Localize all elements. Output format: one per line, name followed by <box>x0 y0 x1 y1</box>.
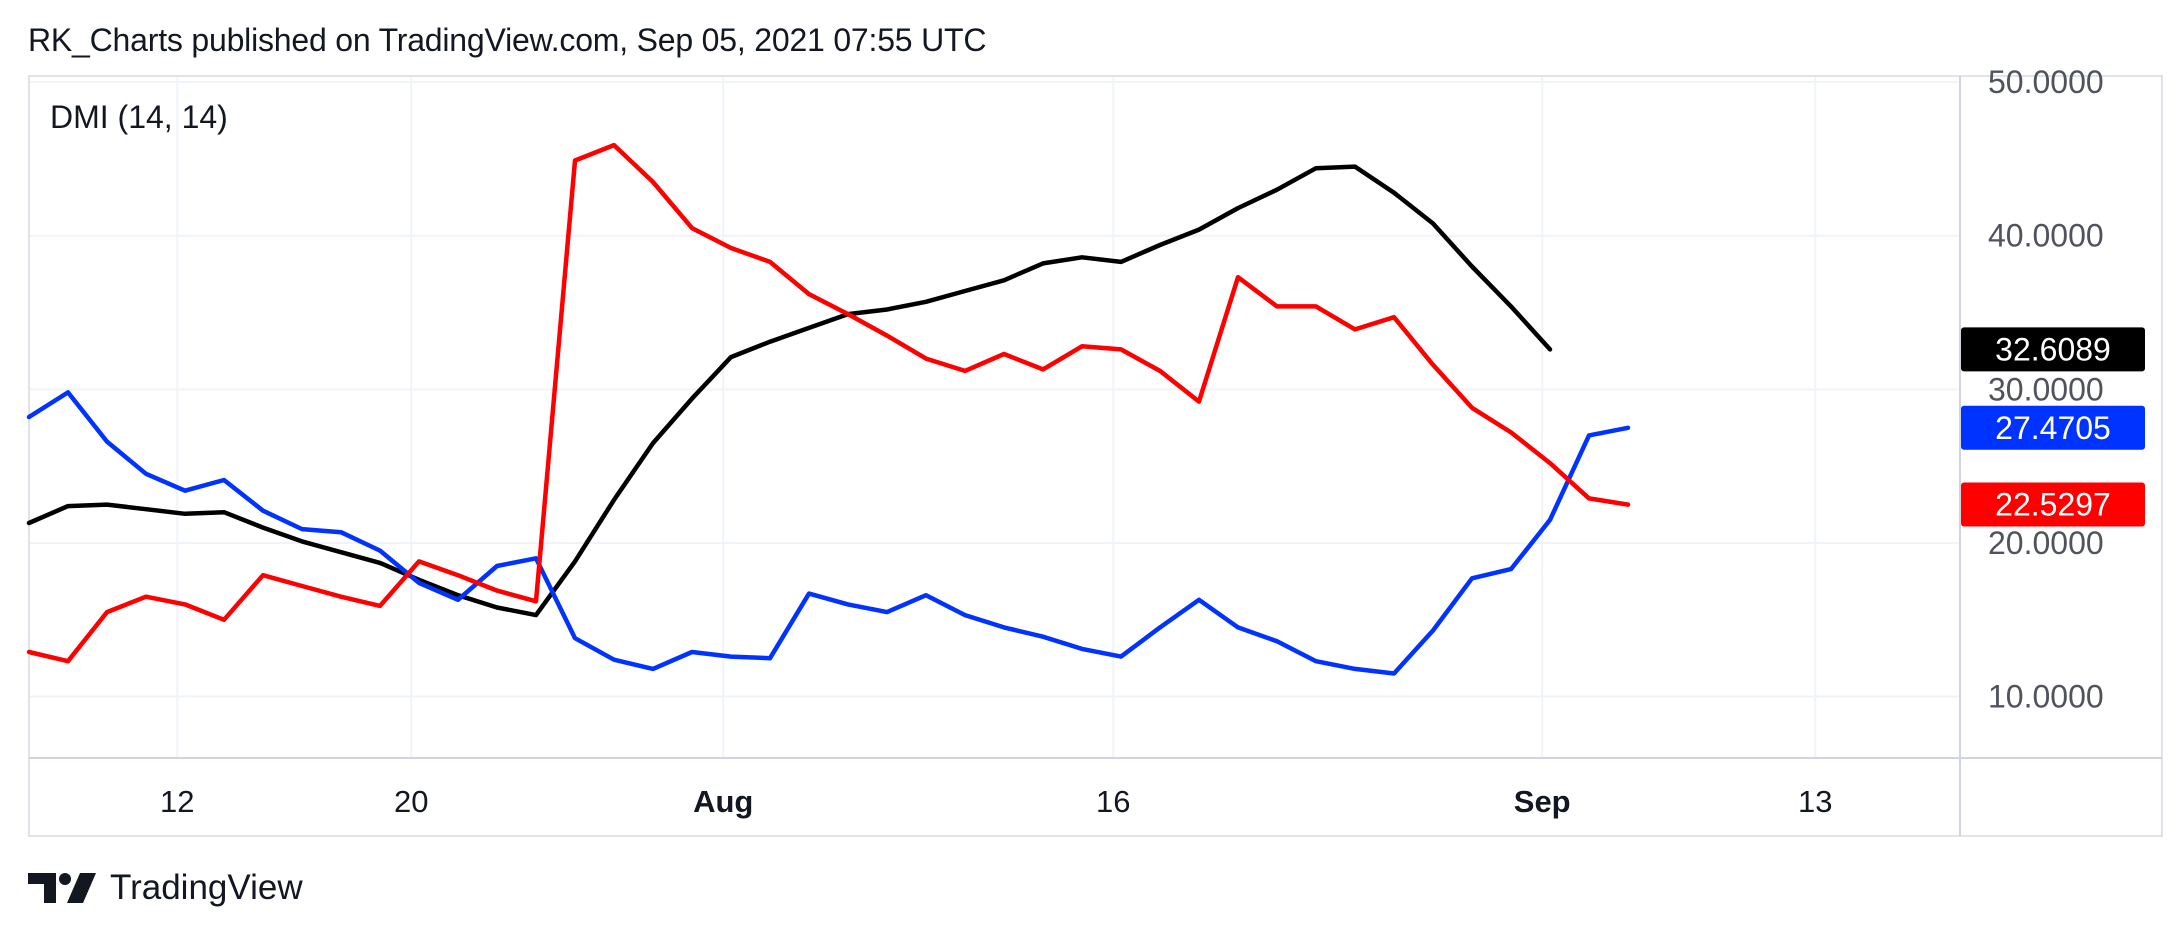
price-axis[interactable]: 10.0000 20.0000 30.0000 40.0000 50.0000 <box>1988 64 2104 714</box>
last-value-text--di: 27.4705 <box>1995 410 2111 446</box>
tradingview-brand: TradingView <box>110 868 303 907</box>
y-tick-label: 30.0000 <box>1988 371 2104 407</box>
series-line-adx <box>26 164 1553 618</box>
last-value-labels: 32.6089 27.4705 22.5297 <box>1961 327 2145 527</box>
y-tick-label: 50.0000 <box>1988 64 2104 100</box>
y-tick-label: 20.0000 <box>1988 525 2104 561</box>
indicator-title: DMI (14, 14) <box>50 99 228 135</box>
series-line--di <box>26 142 1631 664</box>
x-tick-label: Aug <box>693 784 753 819</box>
series-layer <box>26 142 1631 676</box>
tradingview-logo-icon <box>28 873 96 903</box>
x-tick-label: 20 <box>394 784 428 819</box>
last-value-badge--di <box>1961 405 2145 450</box>
chart-frame <box>28 75 2163 837</box>
last-value-badge--di <box>1961 482 2145 527</box>
last-value-text--di: 22.5297 <box>1995 487 2111 523</box>
time-axis[interactable]: 12 20 Aug 16 Sep 13 <box>160 784 1832 819</box>
x-tick-label: 12 <box>160 784 194 819</box>
y-tick-label: 40.0000 <box>1988 218 2104 254</box>
x-tick-label: 16 <box>1096 784 1130 819</box>
outer-border <box>28 75 2163 837</box>
x-tick-label: Sep <box>1514 784 1571 819</box>
x-tick-label: 13 <box>1798 784 1832 819</box>
y-tick-label: 10.0000 <box>1988 679 2104 715</box>
last-value-text-adx: 32.6089 <box>1995 331 2111 367</box>
publish-header: RK_Charts published on TradingView.com, … <box>28 22 987 58</box>
grid-lines <box>29 76 1960 758</box>
series-line--di <box>26 390 1631 676</box>
footer: TradingView <box>28 868 303 908</box>
last-value-badge-adx <box>1961 327 2145 372</box>
